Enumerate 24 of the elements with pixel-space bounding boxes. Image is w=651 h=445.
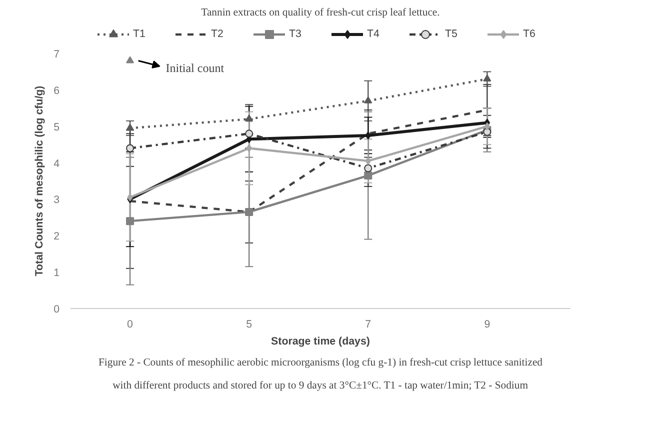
legend-label: T2 [211, 28, 224, 40]
x-tick-label: 5 [246, 318, 252, 330]
caption: Figure 2 - Counts of mesophilic aerobic microorganisms (log cfu g-1) in fresh-cut crisp lettuce sanitized [98, 358, 544, 368]
y-tick-label: 1 [54, 267, 60, 280]
y-tick-label: 7 [54, 48, 60, 60]
x-tick-label: 9 [484, 318, 490, 330]
annotation: Initial count [166, 60, 225, 75]
x-tick-label: 7 [365, 318, 372, 330]
legend-label: T5 [445, 28, 458, 40]
y-tick-label: 2 [54, 230, 60, 243]
x-axis-title: Storage time (days) [271, 336, 370, 348]
legend-label: T6 [523, 28, 536, 40]
y-tick-label: 5 [54, 121, 60, 134]
legend-label: T4 [367, 28, 380, 40]
legend-label: T3 [289, 28, 302, 40]
y-axis-title: Total Counts of mesophilic (log cfu/g) [34, 85, 46, 276]
y-tick-label: 0 [54, 304, 60, 316]
text: Tannin extracts on quality of fresh-cut crisp leaf lettuce. [201, 8, 440, 18]
text: with different products and stored for up to 9 days at 3°C±1°C. T1 - tap water/1min; T2 - Sodium [112, 380, 529, 392]
x-tick-label: 0 [127, 318, 134, 330]
y-tick-label: 3 [54, 194, 60, 206]
y-tick-label: 6 [54, 84, 60, 97]
legend-label: T1 [133, 28, 146, 40]
y-tick-label: 4 [54, 158, 60, 170]
